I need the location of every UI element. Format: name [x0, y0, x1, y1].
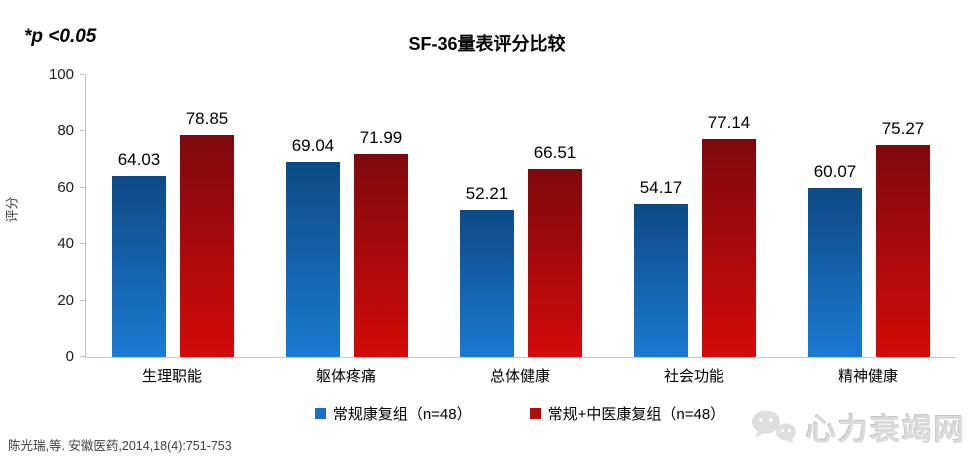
bar-group: 69.04 71.99 [260, 75, 434, 357]
bar-series1 [286, 162, 340, 357]
bar-column: 54.17 [634, 75, 688, 357]
bar-group: 60.07 75.27 [782, 75, 956, 357]
category-label: 精神健康 [837, 368, 898, 385]
y-tick-label: 40 [57, 235, 74, 253]
y-tick-label: 0 [65, 348, 74, 365]
y-tick-label: 60 [57, 178, 74, 196]
legend-item: 常规康复组（n=48） [314, 403, 472, 424]
bar-series1 [634, 204, 688, 357]
bar-value-label: 52.21 [465, 183, 509, 203]
bar-group: 64.03 78.85 [86, 75, 260, 357]
bar-column: 77.14 [702, 75, 756, 357]
bar-value-label: 71.99 [359, 128, 403, 147]
legend-item: 常规+中医康复组（n=48） [529, 403, 726, 424]
bar-group: 52.21 66.51 [434, 75, 608, 357]
bar-value-label: 69.04 [291, 136, 335, 156]
y-tick-mark [80, 74, 85, 75]
bar-value-label: 75.27 [881, 118, 925, 138]
bar-groups: 64.03 78.85 69.04 71.99 52.21 66.51 54.17 77.14… [86, 75, 956, 357]
y-tick-mark [80, 299, 85, 301]
category-label: 生理职能 [141, 368, 202, 385]
bar-value-label: 78.85 [185, 108, 229, 128]
bar-series2 [180, 134, 234, 357]
bar-value-label: 54.17 [639, 178, 683, 198]
bar-column: 60.07 [808, 75, 862, 357]
category-label: 社会功能 [663, 368, 724, 385]
bar-series1 [460, 209, 514, 357]
category-label: 躯体疼痛 [315, 368, 376, 385]
bar-series1 [112, 176, 166, 357]
legend-swatch [314, 408, 326, 419]
y-tick-label: 80 [57, 122, 74, 140]
bar-column: 52.21 [460, 75, 514, 357]
bar-column: 75.27 [876, 75, 930, 357]
bar-series2 [876, 144, 930, 357]
chart-legend: 常规康复组（n=48） 常规+中医康复组（n=48） [85, 403, 955, 424]
bar-series2 [528, 169, 582, 357]
legend-label: 常规康复组（n=48） [332, 406, 472, 423]
y-tick-label: 100 [48, 66, 74, 83]
bar-column: 78.85 [180, 75, 234, 357]
chat-bubbles-icon [752, 410, 796, 444]
y-axis-title: 评分 [4, 196, 20, 223]
y-tick-mark [80, 186, 85, 188]
y-tick-mark [80, 243, 85, 245]
citation-text: 陈光瑞,等. 安徽医药,2014,18(4):751-753 [8, 439, 232, 453]
bar-series2 [354, 154, 408, 357]
watermark-text: 心力衰竭网 [806, 414, 966, 447]
bar-value-label: 77.14 [707, 113, 751, 133]
bar-group: 54.17 77.14 [608, 75, 782, 357]
watermark-logo: 心力衰竭网 [749, 405, 966, 449]
bar-value-label: 66.51 [533, 143, 577, 163]
bar-value-label: 60.07 [813, 161, 857, 181]
legend-swatch [529, 408, 541, 419]
y-tick-mark [80, 130, 85, 132]
category-labels: 生理职能 躯体疼痛 总体健康 社会功能 精神健康 [85, 365, 955, 386]
bar-value-label: 64.03 [117, 150, 161, 170]
legend-label: 常规+中医康复组（n=48） [547, 406, 726, 423]
significance-note: *p <0.05 [24, 26, 97, 47]
bar-series1 [808, 187, 862, 357]
bar-column: 66.51 [528, 75, 582, 357]
bar-column: 69.04 [286, 75, 340, 357]
y-tick-mark [80, 356, 85, 357]
category-label: 总体健康 [489, 368, 550, 385]
bar-series2 [702, 139, 756, 357]
bar-column: 64.03 [112, 75, 166, 357]
plot-area: 0 20 40 60 80 100 64.03 78.85 69.04 71.99 52.21 66… [49, 66, 956, 365]
bar-column: 71.99 [354, 75, 408, 357]
y-tick-label: 20 [57, 291, 74, 309]
chart-title: SF-36量表评分比较 [408, 34, 566, 54]
